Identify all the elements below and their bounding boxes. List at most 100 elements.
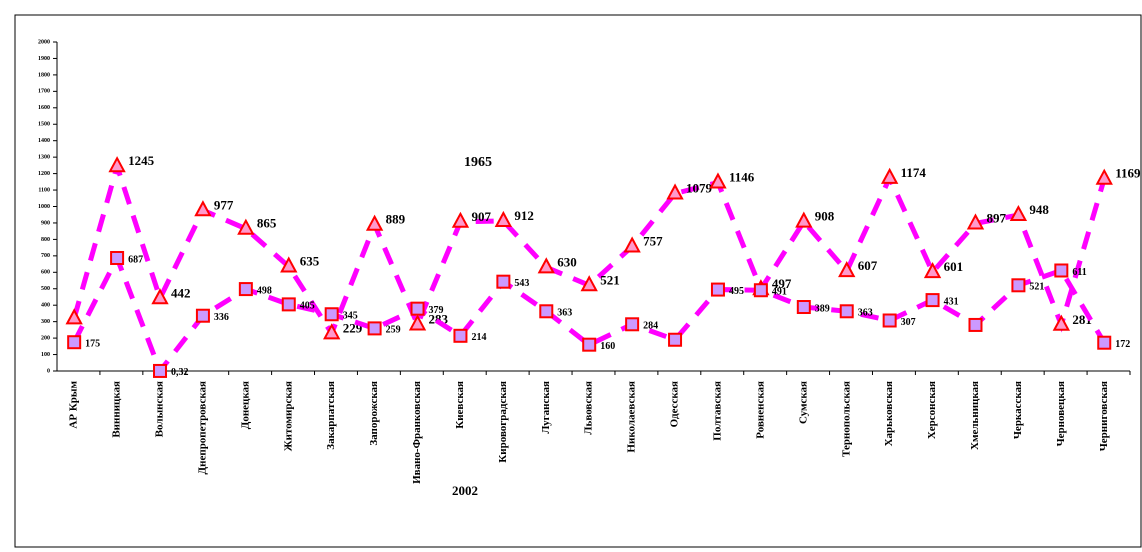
- x-tick-label: Винницкая: [111, 381, 123, 438]
- y-tick-label: 700: [41, 253, 50, 259]
- data-label: 175: [85, 339, 100, 350]
- x-tick-label: Кировоградская: [497, 381, 509, 463]
- data-label: 214: [471, 332, 486, 343]
- data-label: 908: [815, 209, 835, 224]
- square-marker: [539, 304, 554, 319]
- data-label: 543: [514, 278, 529, 289]
- data-label: 0,32: [171, 367, 189, 378]
- data-label: 442: [171, 285, 191, 300]
- triangle-marker: [623, 236, 641, 253]
- y-tick-label: 1600: [38, 105, 50, 111]
- triangle-marker: [65, 308, 83, 325]
- x-tick-label: Херсонская: [926, 381, 938, 439]
- y-tick-label: 1300: [38, 155, 50, 161]
- square-marker: [238, 282, 253, 297]
- square-marker: [968, 317, 983, 332]
- x-tick-label: Ровненская: [754, 381, 766, 439]
- triangle-marker: [451, 211, 470, 228]
- square-marker: [1097, 335, 1112, 350]
- data-label: 495: [729, 286, 744, 297]
- square-marker: [110, 250, 125, 265]
- y-tick-label: 300: [41, 319, 50, 325]
- y-tick-label: 400: [41, 303, 50, 309]
- triangle-marker: [880, 167, 899, 184]
- triangle-marker: [408, 314, 427, 331]
- y-tick-label: 1400: [38, 138, 50, 144]
- square-marker: [582, 337, 597, 352]
- data-label: 889: [386, 212, 406, 227]
- x-tick-label: Киевская: [454, 381, 466, 429]
- data-label: 363: [858, 308, 873, 319]
- data-label: 389: [815, 303, 830, 314]
- square-marker: [882, 313, 897, 328]
- data-label: 687: [128, 254, 143, 265]
- square-marker: [367, 321, 382, 336]
- triangle-marker: [1009, 204, 1028, 222]
- square-marker: [410, 301, 425, 316]
- data-label: 1245: [128, 153, 155, 168]
- y-tick-label: 1000: [38, 204, 50, 210]
- x-tick-label: Николаевская: [626, 381, 638, 453]
- square-marker: [668, 332, 683, 347]
- data-label: 160: [600, 341, 615, 352]
- data-label: 611: [1072, 267, 1086, 278]
- chart-frame: [14, 14, 1142, 548]
- data-label: 345: [343, 311, 358, 322]
- y-tick-label: 1100: [38, 187, 50, 193]
- x-axis-label: 2002: [452, 483, 478, 498]
- triangle-marker: [666, 183, 684, 200]
- x-tick-label: Полтавская: [711, 381, 723, 441]
- x-tick-label: Луганская: [540, 381, 552, 434]
- y-tick-label: 1700: [38, 89, 50, 95]
- square-marker: [839, 304, 854, 319]
- data-label: 498: [257, 285, 272, 296]
- data-label: 431: [944, 296, 959, 307]
- triangle-marker: [194, 200, 212, 217]
- triangle-marker: [580, 275, 598, 292]
- data-label: 977: [214, 197, 234, 212]
- data-label: 405: [300, 301, 315, 312]
- data-label: 601: [944, 259, 964, 274]
- x-tick-label: Ивано-Франковская: [411, 381, 423, 484]
- data-label: 907: [471, 209, 491, 224]
- data-label: 630: [557, 254, 577, 269]
- triangle-marker: [237, 218, 255, 235]
- data-label: 284: [643, 321, 658, 332]
- x-tick-label: Черниговская: [1098, 381, 1110, 451]
- data-label: 865: [257, 216, 277, 231]
- data-label: 897: [986, 210, 1006, 225]
- y-tick-label: 800: [41, 237, 50, 243]
- x-tick-label: Волынская: [154, 381, 166, 437]
- square-marker: [925, 293, 940, 308]
- y-tick-label: 600: [41, 270, 50, 276]
- x-tick-label: Харьковская: [883, 381, 895, 446]
- data-label: 607: [858, 258, 878, 273]
- data-label: 521: [1029, 282, 1044, 293]
- data-label: 521: [600, 272, 620, 287]
- square-marker: [453, 328, 468, 343]
- data-label: 379: [429, 305, 444, 316]
- data-label: 491: [772, 287, 787, 298]
- triangle-marker: [838, 261, 856, 278]
- square-marker: [753, 283, 768, 298]
- square-marker: [796, 300, 811, 315]
- square-marker: [496, 274, 511, 289]
- data-label: 259: [386, 325, 401, 336]
- data-label: 1174: [901, 165, 927, 180]
- data-label: 1146: [729, 169, 755, 184]
- triangle-marker: [795, 211, 813, 228]
- triangle-marker: [537, 257, 555, 274]
- x-tick-label: Запорожская: [368, 381, 380, 446]
- square-marker: [625, 317, 640, 332]
- y-tick-label: 900: [41, 220, 50, 226]
- square-marker: [67, 335, 82, 350]
- triangle-marker: [280, 256, 298, 273]
- data-label: 363: [557, 308, 572, 319]
- x-tick-label: Закарпатская: [325, 381, 337, 450]
- annotation: 1965: [464, 155, 492, 170]
- y-tick-label: 1500: [38, 122, 50, 128]
- y-tick-label: 200: [41, 335, 50, 341]
- x-tick-label: Тернопольская: [840, 381, 852, 457]
- data-label: 757: [643, 233, 663, 248]
